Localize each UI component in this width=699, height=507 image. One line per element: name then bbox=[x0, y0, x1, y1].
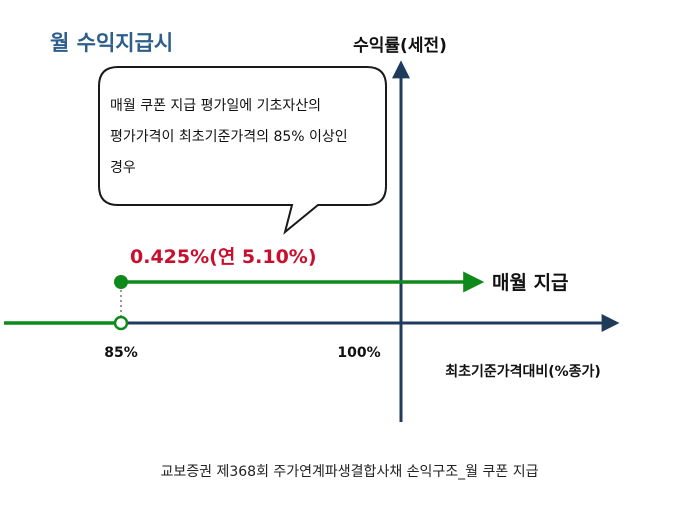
payout-label: 매월 지급 bbox=[492, 272, 569, 294]
callout-line: 매월 쿠폰 지급 평가일에 기초자산의 bbox=[110, 98, 321, 114]
diagram-title: 월 수익지급시 bbox=[50, 31, 173, 55]
threshold-filled-circle bbox=[114, 275, 128, 289]
x-axis-label: 최초기준가격대비(%종가) bbox=[445, 363, 601, 380]
coupon-rate-label: 0.425%(연 5.10%) bbox=[130, 246, 317, 268]
callout-bubble bbox=[98, 66, 387, 235]
y-axis-label: 수익률(세전) bbox=[353, 36, 447, 56]
figure-caption: 교보증권 제368회 주가연계파생결합사채 손익구조_월 쿠폰 지급 bbox=[160, 464, 539, 480]
callout-line: 경우 bbox=[110, 160, 136, 176]
tick-label-85: 85% bbox=[104, 345, 138, 361]
threshold-open-circle bbox=[113, 315, 129, 331]
callout-line: 평가가격이 최초기준가격의 85% 이상인 bbox=[110, 129, 348, 145]
tick-label-100: 100% bbox=[337, 345, 380, 361]
